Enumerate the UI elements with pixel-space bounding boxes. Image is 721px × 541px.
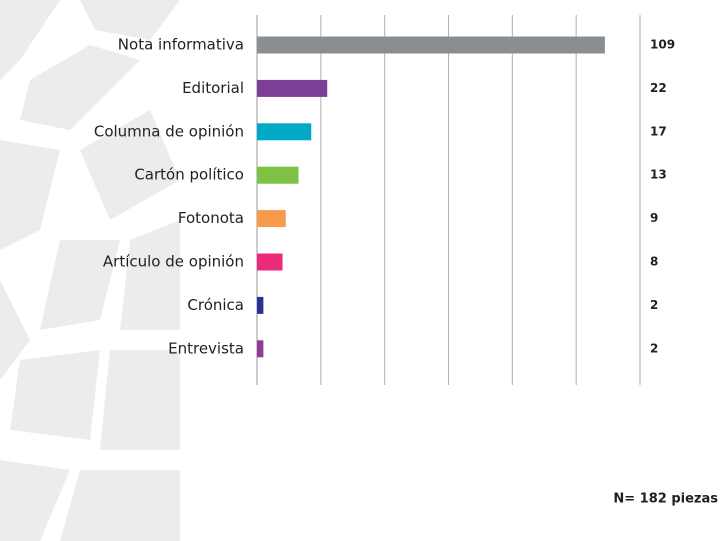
value-label: 17: [650, 124, 667, 138]
category-label: Nota informativa: [118, 36, 244, 54]
value-label: 8: [650, 255, 658, 269]
value-label: 2: [650, 298, 658, 312]
background-pattern: [0, 0, 180, 541]
category-label: Cartón político: [134, 166, 244, 184]
note: N= 182 piezas: [613, 492, 718, 507]
category-label: Columna de opinión: [94, 122, 244, 140]
value-label: 9: [650, 211, 658, 225]
value-label: 13: [650, 168, 667, 182]
category-label: Entrevista: [168, 339, 244, 357]
category-label: Editorial: [182, 79, 244, 97]
bar: [257, 210, 286, 228]
bar: [257, 123, 312, 141]
bar: [257, 36, 605, 54]
value-label: 109: [650, 38, 675, 52]
category-label: Fotonota: [178, 209, 244, 227]
category-label: Crónica: [187, 296, 244, 314]
bar: [257, 166, 299, 184]
bar: [257, 340, 264, 358]
bar: [257, 296, 264, 314]
bar: [257, 79, 328, 97]
value-label: 2: [650, 341, 658, 355]
value-label: 22: [650, 81, 667, 95]
bar: [257, 253, 283, 271]
category-label: Artículo de opinión: [103, 253, 244, 271]
